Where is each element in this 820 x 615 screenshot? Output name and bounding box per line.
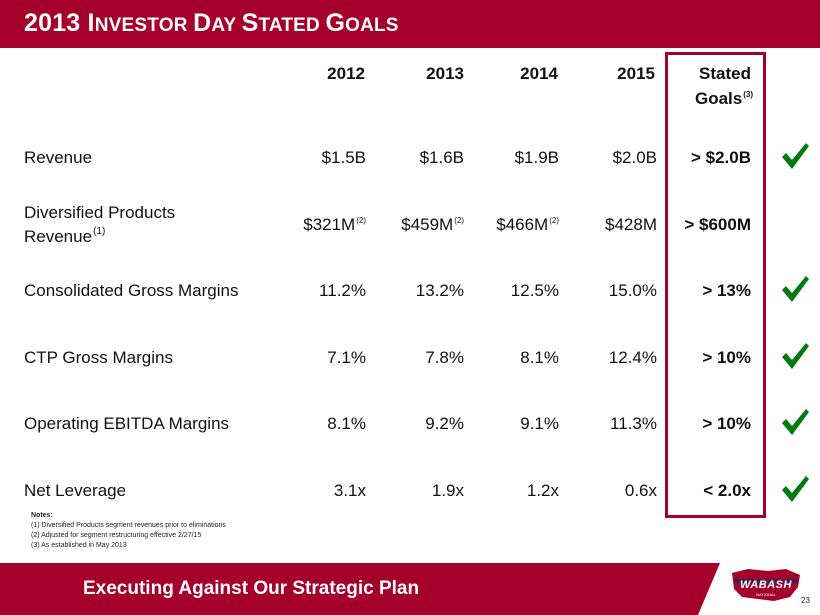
cell: $459M(2) bbox=[401, 215, 464, 234]
goal-cell: > 10% bbox=[702, 348, 751, 367]
footnote-item: (1) Diversified Products segment revenue… bbox=[31, 522, 226, 529]
cell: $1.5B bbox=[321, 148, 366, 167]
logo-subtext: NATIONAL bbox=[756, 592, 776, 597]
footer-tagline: Executing Against Our Strategic Plan bbox=[83, 578, 420, 599]
row-label-diversified-line1: Diversified Products bbox=[24, 203, 176, 222]
wabash-logo bbox=[732, 569, 800, 601]
cell: 15.0% bbox=[608, 281, 657, 300]
header-2015: 2015 bbox=[617, 64, 655, 83]
header-stated-goals-line1: Stated bbox=[699, 64, 751, 83]
header-2012: 2012 bbox=[327, 64, 365, 83]
row-label-net-leverage: Net Leverage bbox=[24, 481, 127, 500]
cell: 13.2% bbox=[415, 281, 464, 300]
cell: 12.4% bbox=[608, 348, 657, 367]
header-2014: 2014 bbox=[520, 64, 558, 83]
cell: $1.6B bbox=[419, 148, 464, 167]
header-stated-goals-line2: Goals(3) bbox=[694, 89, 753, 108]
cell: $466M(2) bbox=[496, 215, 559, 234]
cell: $428M bbox=[605, 215, 657, 234]
slide-title: 2013 INVESTOR DAY STATED GOALS bbox=[24, 9, 399, 37]
check-icon bbox=[782, 476, 809, 502]
notes-heading: Notes: bbox=[31, 512, 53, 519]
goal-cell: > $2.0B bbox=[690, 148, 751, 167]
logo-wordmark: WABASH bbox=[740, 579, 792, 591]
check-icon bbox=[782, 276, 809, 302]
cell: 11.2% bbox=[319, 281, 366, 300]
cell: 3.1x bbox=[333, 481, 366, 500]
cell: $321M(2) bbox=[303, 215, 366, 234]
header-2013: 2013 bbox=[426, 64, 464, 83]
goal-cell: > 10% bbox=[702, 414, 751, 433]
footer-band bbox=[0, 563, 720, 615]
goal-cell: > $600M bbox=[684, 215, 751, 234]
cell: 7.8% bbox=[425, 348, 464, 367]
cell: 7.1% bbox=[327, 348, 366, 367]
row-label-diversified-line2: Revenue(1) bbox=[24, 226, 106, 246]
check-icon bbox=[782, 343, 809, 369]
row-label-operating-ebitda-margins: Operating EBITDA Margins bbox=[24, 414, 230, 433]
cell: $1.9B bbox=[514, 148, 559, 167]
footnote-item: (3) As established in May 2013 bbox=[31, 542, 127, 549]
cell: 8.1% bbox=[520, 348, 559, 367]
cell: 11.3% bbox=[610, 414, 657, 433]
cell: 0.6x bbox=[624, 481, 657, 500]
page-number: 23 bbox=[801, 596, 810, 605]
goal-cell: > 13% bbox=[702, 281, 751, 300]
row-label-revenue: Revenue bbox=[24, 148, 93, 167]
check-icon bbox=[782, 409, 809, 435]
footnote-item: (2) Adjusted for segment restructuring e… bbox=[31, 532, 202, 539]
stated-goals-highlight-box bbox=[665, 52, 766, 518]
cell: 9.1% bbox=[520, 414, 559, 433]
cell: $2.0B bbox=[612, 148, 657, 167]
row-label-consolidated-gross-margins: Consolidated Gross Margins bbox=[24, 281, 239, 300]
footnotes: Notes: (1) Diversified Products segment … bbox=[31, 511, 226, 551]
cell: 12.5% bbox=[510, 281, 559, 300]
cell: 1.2x bbox=[526, 481, 559, 500]
cell: 1.9x bbox=[431, 481, 464, 500]
cell: 8.1% bbox=[327, 414, 366, 433]
row-label-ctp-gross-margins: CTP Gross Margins bbox=[24, 348, 173, 367]
check-icon bbox=[782, 143, 809, 169]
title-bar bbox=[0, 0, 820, 48]
cell: 9.2% bbox=[425, 414, 464, 433]
goal-cell: < 2.0x bbox=[703, 481, 751, 500]
